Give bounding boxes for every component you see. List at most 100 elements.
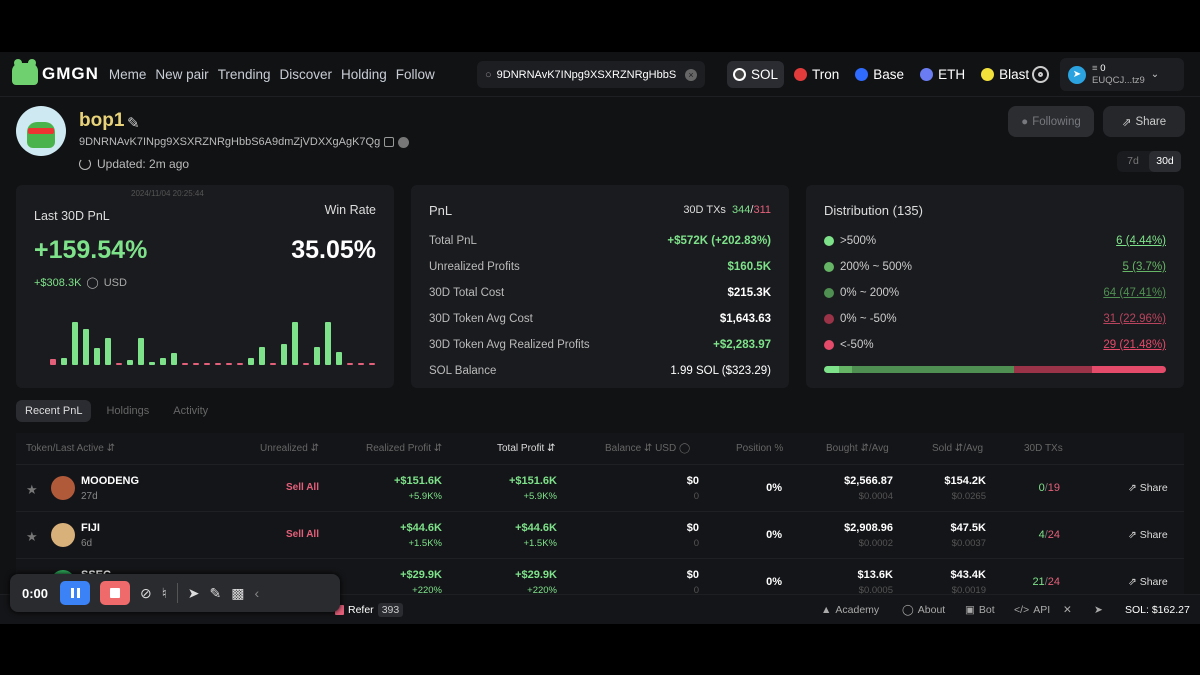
tab-recent-pnl[interactable]: Recent PnL [16,400,92,422]
telegram-footer-icon[interactable]: ➤ [1094,604,1103,616]
star-icon[interactable]: ★ [26,529,38,544]
eraser-icon[interactable]: ▩ [231,584,245,601]
table-row[interactable]: ★ FIJI 6d Sell All +$44.6K +1.5K% +$44.6… [16,511,1184,558]
sold-avg: $0.0265 [951,491,986,502]
share-button[interactable]: ⇗ Share [1103,106,1185,137]
unit-label: USD [103,276,127,289]
pnl-bar [215,363,221,365]
token-avatar [51,523,75,547]
tab-activity[interactable]: Activity [173,405,209,417]
header-30d-txs[interactable]: 30D TXs [1024,443,1063,454]
detail-value: +$2,283.97 [713,339,771,351]
x-twitter-icon[interactable]: ✕ [1063,604,1072,616]
chain-blast[interactable]: Blast [975,61,1035,88]
camera-off-icon[interactable]: ⊘ [140,584,152,601]
period-7d[interactable]: 7d [1127,155,1139,167]
nav-link-meme[interactable]: Meme [108,66,147,82]
bucket-value[interactable]: 64 (47.41%) [1103,287,1166,299]
footer-bot[interactable]: ▣ Bot [965,604,995,616]
pen-icon[interactable]: ✎ [209,584,222,601]
nav-link-trending[interactable]: Trending [217,66,271,82]
realized-profit: +$29.9K [400,569,442,581]
bucket-dot-icon [824,288,834,298]
refer-link[interactable]: Refer 393 [335,603,404,617]
token-name[interactable]: MOODENG [81,475,140,487]
pnl-summary-card: 2024/11/04 20:25:44 Last 30D PnL Win Rat… [16,185,394,388]
balance-sub: 0 [693,538,699,549]
settings-gear-icon[interactable] [1032,66,1049,83]
chevron-down-icon: ⌄ [1150,69,1160,80]
realized-pct: +1.5K% [408,538,442,549]
chain-tron[interactable]: Tron [788,61,845,88]
footer-about[interactable]: ◯ About [902,604,946,616]
collapse-icon[interactable]: ‹ [254,585,260,601]
period-30d[interactable]: 30d [1149,151,1181,172]
header-bought[interactable]: Bought ⇵/Avg [826,443,889,454]
detail-row: 30D Token Avg Cost $1,643.63 [429,313,771,325]
bought-avg: $0.0004 [858,491,893,502]
edit-pencil-icon[interactable]: ✎ [127,115,140,132]
nav-link-follow[interactable]: Follow [395,66,435,82]
table-row[interactable]: ★ MOODENG 27d Sell All +$151.6K +5.9K% +… [16,464,1184,511]
chain-eth[interactable]: ETH [914,61,971,88]
bucket-value[interactable]: 6 (4.44%) [1116,235,1166,247]
pointer-icon[interactable]: ➤ [187,584,200,601]
nav-link-holding[interactable]: Holding [340,66,387,82]
chain-label: Tron [812,67,840,82]
footer-academy[interactable]: ▲ Academy [821,604,880,616]
total-pct: +1.5K% [523,538,557,549]
nav-link-discover[interactable]: Discover [279,66,332,82]
explorer-icon[interactable] [398,136,410,148]
search-input[interactable]: ○ 9DNRNAvK7INpg9XSXRZNRgHbbS × [477,61,705,88]
header-token[interactable]: Token/Last Active ⇵ [26,443,115,454]
pause-button[interactable] [60,581,90,605]
stop-button[interactable] [100,581,130,605]
row-share-button[interactable]: ⇗ Share [1128,482,1168,494]
tab-holdings[interactable]: Holdings [106,405,150,417]
winrate-title: Win Rate [324,203,376,217]
pnl-bar [237,363,243,365]
pnl-bar [314,347,320,365]
blast-icon [981,68,995,81]
chain-sol[interactable]: SOL [727,61,785,88]
header-balance[interactable]: Balance ⇵ USD ◯ [605,443,691,454]
brand-name: GMGN [42,64,99,83]
distribution-row: 200% ~ 500% 5 (3.7%) [824,261,1166,273]
row-share-button[interactable]: ⇗ Share [1128,576,1168,588]
distribution-row: <-50% 29 (21.48%) [824,339,1166,351]
frog-avatar-icon [27,122,55,148]
sell-all-button[interactable]: Sell All [286,482,319,493]
mic-off-icon[interactable]: ♮ [161,584,167,601]
distribution-segment [851,366,1014,373]
logo[interactable]: GMGN [12,59,99,85]
usd-toggle-icon[interactable]: ◯ [86,277,99,289]
token-name[interactable]: FIJI [81,522,100,534]
star-icon[interactable]: ★ [26,482,38,497]
copy-icon[interactable] [384,137,395,147]
pnl-bar [325,321,331,365]
row-share-button[interactable]: ⇗ Share [1128,529,1168,541]
chain-base[interactable]: Base [849,61,910,88]
pnl-bar [160,357,166,365]
header-position[interactable]: Position % [736,443,784,454]
header-unrealized[interactable]: Unrealized ⇵ [260,443,319,454]
updated-status[interactable]: Updated: 2m ago [79,157,189,171]
sell-all-button[interactable]: Sell All [286,529,319,540]
header-sold[interactable]: Sold ⇵/Avg [932,443,984,454]
nav-link-new-pair[interactable]: New pair [155,66,209,82]
total-pct: +5.9K% [523,491,557,502]
header-realized[interactable]: Realized Profit ⇵ [366,443,443,454]
tx-loss: 311 [753,204,771,216]
refresh-icon[interactable] [79,158,91,170]
share-label: Share [1135,115,1167,128]
footer-api[interactable]: </> API [1014,604,1051,616]
bucket-value[interactable]: 29 (21.48%) [1103,339,1166,351]
header-total-profit[interactable]: Total Profit ⇵ [497,443,556,454]
following-button[interactable]: ● Following [1008,106,1094,137]
bucket-value[interactable]: 5 (3.7%) [1122,261,1166,273]
sold-value: $47.5K [950,522,986,534]
bucket-value[interactable]: 31 (22.96%) [1103,313,1166,325]
wallet-button[interactable]: ➤ ≡ 0 EUQCJ...tz9 ⌄ [1060,58,1184,91]
clear-search-icon[interactable]: × [685,68,697,81]
detail-label: 30D Token Avg Realized Profits [429,339,590,351]
